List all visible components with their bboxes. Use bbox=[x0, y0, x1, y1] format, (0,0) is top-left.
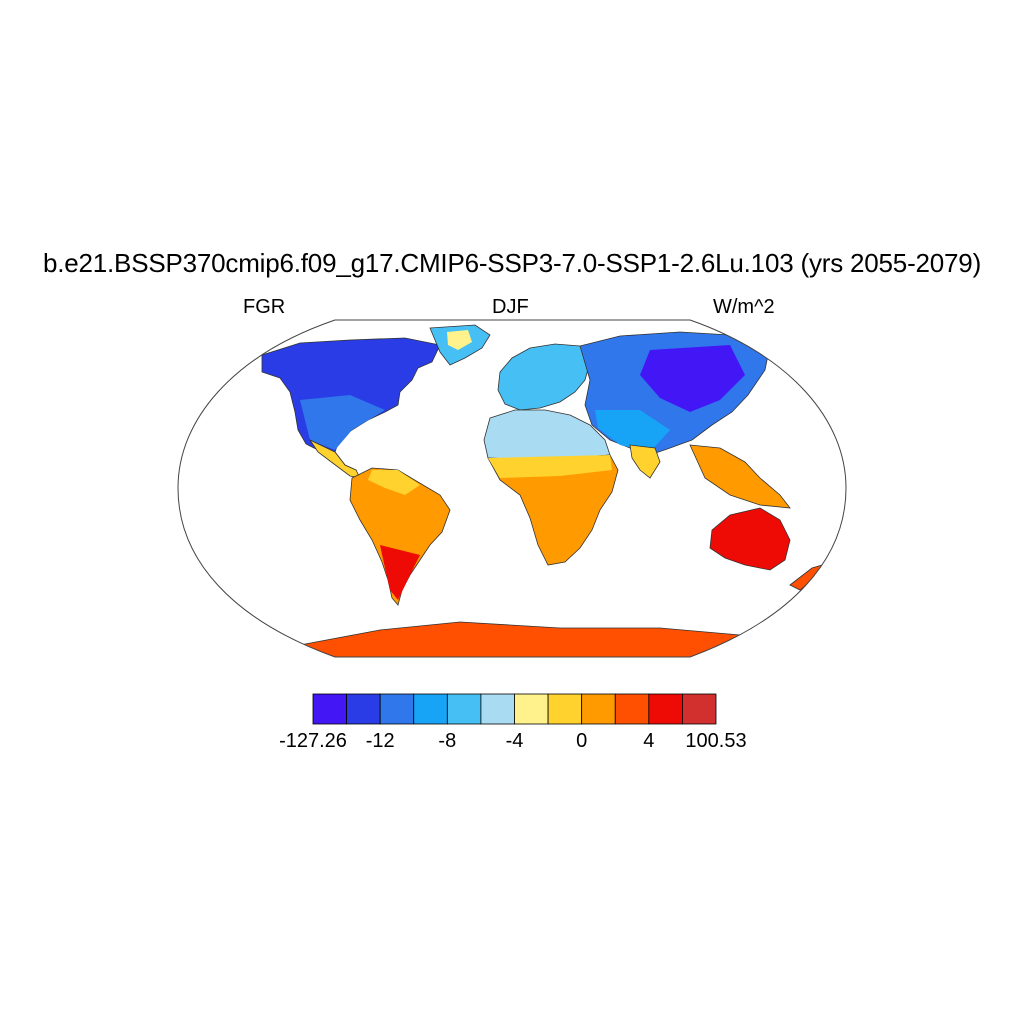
colorbar-swatch bbox=[581, 693, 616, 725]
europe bbox=[497, 343, 591, 411]
colorbar-swatch bbox=[682, 693, 717, 725]
colorbar-tick-label: 100.53 bbox=[685, 730, 747, 752]
colorbar-swatch bbox=[312, 693, 347, 725]
antarctica bbox=[199, 621, 822, 657]
australia bbox=[709, 507, 791, 571]
colorbar-tick-label: 0 bbox=[576, 730, 588, 752]
colorbar-tick-label: -12 bbox=[365, 730, 395, 752]
season-label: DJF bbox=[492, 296, 529, 318]
colorbar-tick-label: -8 bbox=[438, 730, 457, 752]
colorbar-swatch bbox=[514, 693, 549, 725]
plot-title: b.e21.BSSP370cmip6.f09_g17.CMIP6-SSP3-7.… bbox=[42, 248, 982, 278]
colorbar-tick-label: 4 bbox=[643, 730, 655, 752]
africa-north bbox=[483, 409, 611, 461]
map-frame bbox=[177, 319, 847, 658]
colorbar-swatch bbox=[346, 693, 381, 725]
south-asia bbox=[629, 444, 661, 479]
colorbar-swatch bbox=[614, 693, 650, 725]
colorbar-swatch bbox=[413, 693, 448, 725]
africa-south bbox=[487, 454, 619, 566]
southeast-asia bbox=[689, 444, 791, 509]
north-america-south bbox=[300, 395, 385, 450]
colorbar-tick-label: -4 bbox=[505, 730, 524, 752]
colorbar-swatch bbox=[480, 693, 515, 725]
colorbar-swatch bbox=[648, 693, 683, 725]
colorbar-swatch bbox=[379, 693, 415, 725]
colorbar-swatch bbox=[446, 693, 482, 725]
colorbar-tick-label: -127.26 bbox=[279, 730, 347, 752]
units-label: W/m^2 bbox=[713, 296, 775, 318]
colorbar-swatch bbox=[547, 693, 583, 725]
variable-label: FGR bbox=[243, 296, 286, 318]
